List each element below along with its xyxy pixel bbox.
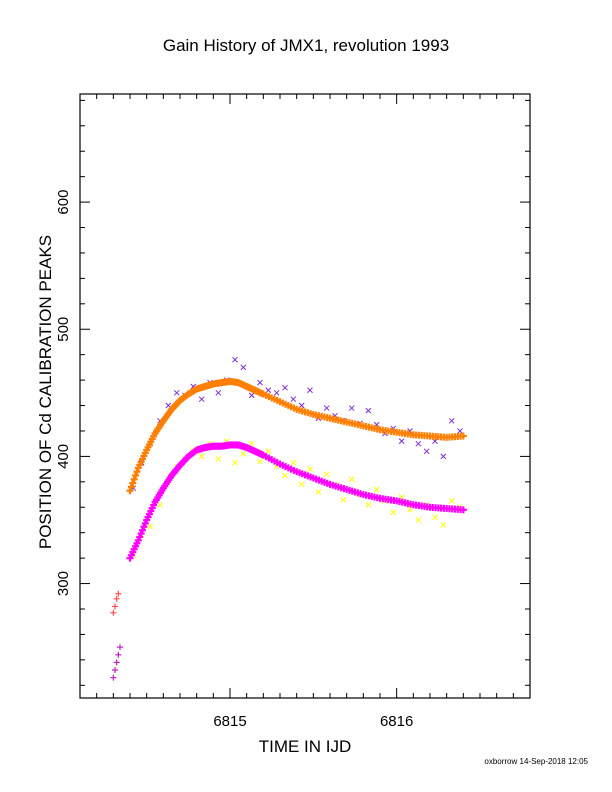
data-point (257, 458, 263, 465)
data-point (112, 603, 118, 610)
data-marks (110, 356, 467, 681)
data-point (147, 523, 153, 530)
data-point (173, 389, 180, 396)
data-point (198, 396, 205, 403)
data-point (323, 471, 330, 478)
data-point (265, 448, 272, 455)
axis-tick-labels: 300 400 500 600 6815 6816 (55, 190, 413, 730)
data-point (323, 405, 330, 411)
data-point (130, 475, 138, 483)
y-tick-label: 300 (55, 571, 72, 596)
data-point (117, 644, 123, 651)
y-tick-label: 400 (55, 444, 72, 469)
y-tick-label: 500 (55, 317, 72, 342)
data-point (440, 453, 447, 460)
data-point (290, 459, 297, 466)
data-point (282, 472, 288, 479)
data-point (198, 453, 205, 460)
data-point (232, 459, 238, 466)
data-point (459, 506, 467, 514)
data-point (248, 392, 255, 399)
data-point (365, 501, 372, 508)
data-point (115, 590, 122, 597)
data-point (110, 609, 117, 616)
data-point (126, 487, 134, 495)
x-tick-label: 6815 (213, 713, 246, 730)
data-point (348, 405, 355, 411)
data-point (448, 498, 455, 504)
data-point (290, 396, 297, 403)
x-tick-label: 6816 (380, 713, 413, 730)
data-point (133, 468, 141, 476)
data-point (415, 517, 422, 523)
footer-stamp: oxborrow 14-Sep-2018 12:05 (484, 757, 588, 766)
data-point (407, 506, 413, 513)
data-point (432, 514, 438, 521)
data-point (298, 481, 305, 488)
data-point (112, 667, 118, 674)
y-axis-label: POSITION OF Cd CALIBRATION PEAKS (36, 234, 55, 550)
data-point (215, 389, 222, 396)
y-tick-label: 600 (55, 190, 72, 215)
data-point (127, 483, 135, 491)
data-point (110, 674, 117, 681)
data-point (215, 456, 222, 462)
data-point (240, 364, 247, 371)
data-point (440, 522, 447, 528)
data-point (459, 432, 467, 440)
data-point (307, 387, 313, 394)
data-point (457, 428, 463, 434)
x-axis-label: TIME IN IJD (258, 737, 352, 756)
data-point (423, 448, 430, 455)
data-point (365, 407, 372, 414)
data-point (132, 471, 140, 479)
data-point (398, 438, 405, 444)
data-point (340, 496, 347, 503)
data-point (113, 659, 120, 666)
data-point (415, 440, 422, 447)
data-point (282, 384, 288, 391)
data-point (315, 489, 322, 495)
data-point (348, 476, 355, 483)
data-point (232, 356, 238, 363)
data-point (257, 379, 263, 386)
data-point (240, 451, 247, 457)
chart-title: Gain History of JMX1, revolution 1993 (162, 36, 450, 55)
plot-frame (79, 93, 531, 699)
data-point (448, 417, 455, 424)
axis-ticks (80, 94, 530, 698)
data-point (307, 466, 313, 472)
data-point (273, 389, 280, 396)
data-point (373, 486, 380, 493)
data-point (115, 651, 122, 658)
data-point (129, 479, 137, 487)
data-point (390, 509, 397, 516)
data-point (113, 595, 120, 602)
